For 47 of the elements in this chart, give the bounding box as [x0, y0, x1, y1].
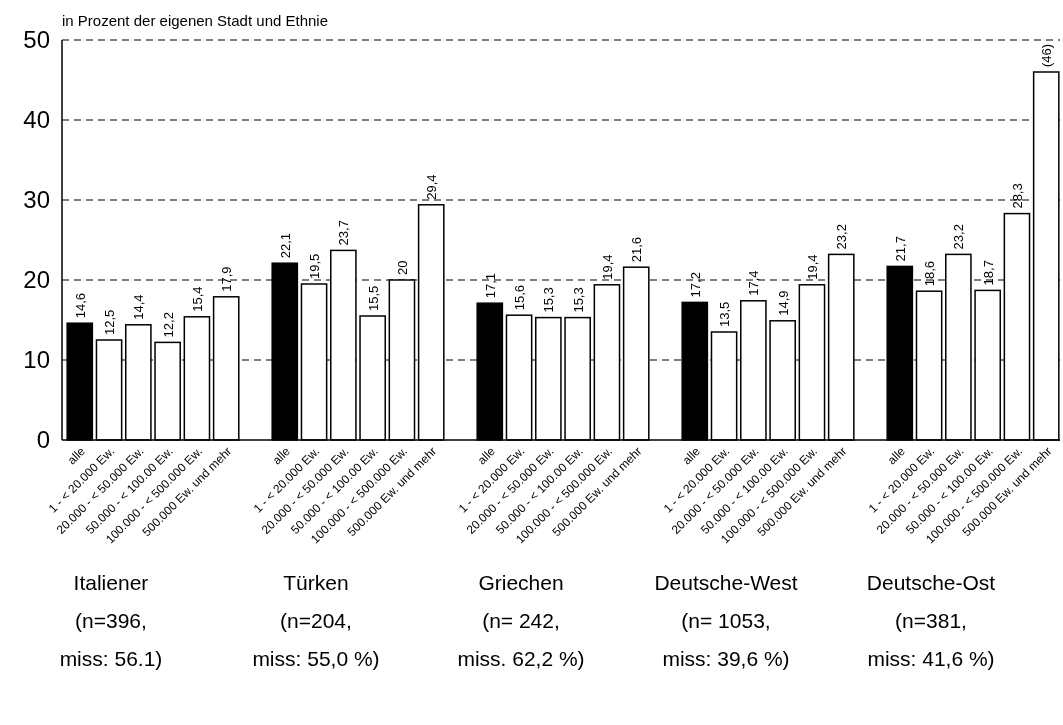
data-label: 19,4: [599, 254, 615, 280]
data-label: 23,2: [951, 224, 967, 250]
text: Italiener (n=396, miss: 56.1): [59, 571, 163, 670]
data-label: 17,4: [746, 270, 762, 296]
data-label: 15,3: [570, 287, 586, 313]
data-label: 14,6: [72, 292, 88, 319]
text: Griechen (n= 242, miss. 62,2 %): [457, 571, 585, 670]
x-tick-label: alle: [474, 444, 499, 468]
x-tick-label: alle: [884, 444, 909, 468]
data-label: 23,2: [834, 224, 850, 250]
y-tick-label: 20: [23, 266, 50, 294]
data-label: 18,7: [980, 260, 996, 286]
chart-title: in Prozent der eigenen Stadt und Ethnie: [62, 12, 329, 29]
data-label: (46): [1039, 43, 1055, 67]
data-label: 21,6: [629, 236, 645, 263]
data-label: 23,7: [336, 220, 352, 246]
data-label: 18,6: [922, 260, 938, 287]
text: Türken (n=204, miss: 55,0 %): [252, 571, 380, 670]
data-label: 14,9: [775, 290, 791, 316]
data-label: 12,2: [160, 312, 176, 338]
data-label: 22,1: [277, 232, 293, 259]
data-label: 17,9: [219, 266, 235, 292]
data-label: 21,7: [892, 236, 908, 262]
data-label: 12,5: [102, 309, 118, 335]
y-tick-label: 10: [23, 346, 50, 374]
y-tick-label: 40: [23, 106, 50, 134]
data-label: 13,5: [717, 301, 733, 327]
data-label: 20: [394, 260, 410, 275]
x-tick-label: alle: [269, 444, 294, 468]
data-label: 19,5: [307, 253, 323, 279]
data-label: 14,4: [131, 294, 147, 320]
data-label: 28,3: [1009, 183, 1025, 209]
text: Deutsche-West (n= 1053, miss: 39,6 %): [654, 571, 798, 670]
data-label: 15,6: [512, 284, 528, 311]
data-label: 15,4: [189, 286, 205, 312]
x-tick-label: alle: [64, 444, 89, 468]
y-tick-label: 30: [23, 186, 50, 214]
data-label: 17,1: [482, 272, 498, 299]
text: Deutsche-Ost (n=381, miss: 41,6 %): [866, 571, 996, 670]
data-label: 19,4: [804, 254, 820, 280]
y-tick-label: 50: [23, 26, 50, 54]
data-label: 17,2: [687, 272, 703, 298]
data-label: 29,4: [424, 174, 440, 200]
data-label: 15,5: [365, 285, 381, 311]
x-tick-label: alle: [679, 444, 704, 468]
data-label: 15,3: [541, 287, 557, 313]
y-tick-label: 0: [36, 426, 50, 454]
